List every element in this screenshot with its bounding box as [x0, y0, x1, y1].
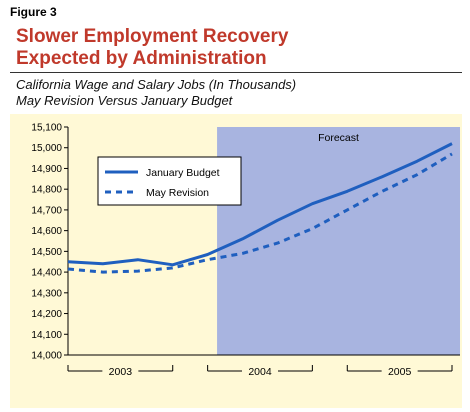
chart-title-line-2: Expected by Administration — [16, 48, 267, 69]
y-tick-label: 14,500 — [31, 247, 62, 258]
y-tick-label: 14,100 — [31, 330, 62, 341]
year-label: 2003 — [109, 366, 133, 378]
year-label: 2005 — [388, 366, 412, 378]
y-tick-label: 15,100 — [31, 123, 62, 134]
chart-subtitle-line-2: May Revision Versus January Budget — [16, 93, 233, 108]
y-tick-label: 15,000 — [31, 143, 62, 154]
title-divider — [10, 72, 462, 73]
y-tick-label: 14,300 — [31, 288, 62, 299]
y-tick-label: 14,600 — [31, 226, 62, 237]
chart-title-line-1: Slower Employment Recovery — [16, 26, 289, 47]
y-tick-label: 14,000 — [31, 351, 62, 362]
forecast-label: Forecast — [318, 132, 359, 144]
year-label: 2004 — [248, 366, 272, 378]
y-tick-label: 14,700 — [31, 205, 62, 216]
chart-subtitle-line-1: California Wage and Salary Jobs (In Thou… — [16, 77, 297, 92]
forecast-region — [217, 127, 460, 355]
figure-label: Figure 3 — [10, 5, 57, 19]
chart-subtitle: California Wage and Salary Jobs (In Thou… — [16, 77, 296, 109]
legend-box — [97, 156, 242, 206]
legend-label: May Revision — [146, 187, 209, 199]
y-tick-label: 14,800 — [31, 185, 62, 196]
y-tick-label: 14,200 — [31, 309, 62, 320]
y-tick-label: 14,400 — [31, 268, 62, 279]
y-tick-label: 14,900 — [31, 164, 62, 175]
legend-label: January Budget — [146, 167, 220, 179]
chart-title: Slower Employment Recovery Expected by A… — [16, 26, 288, 70]
series-line-january-budget — [67, 142, 453, 267]
